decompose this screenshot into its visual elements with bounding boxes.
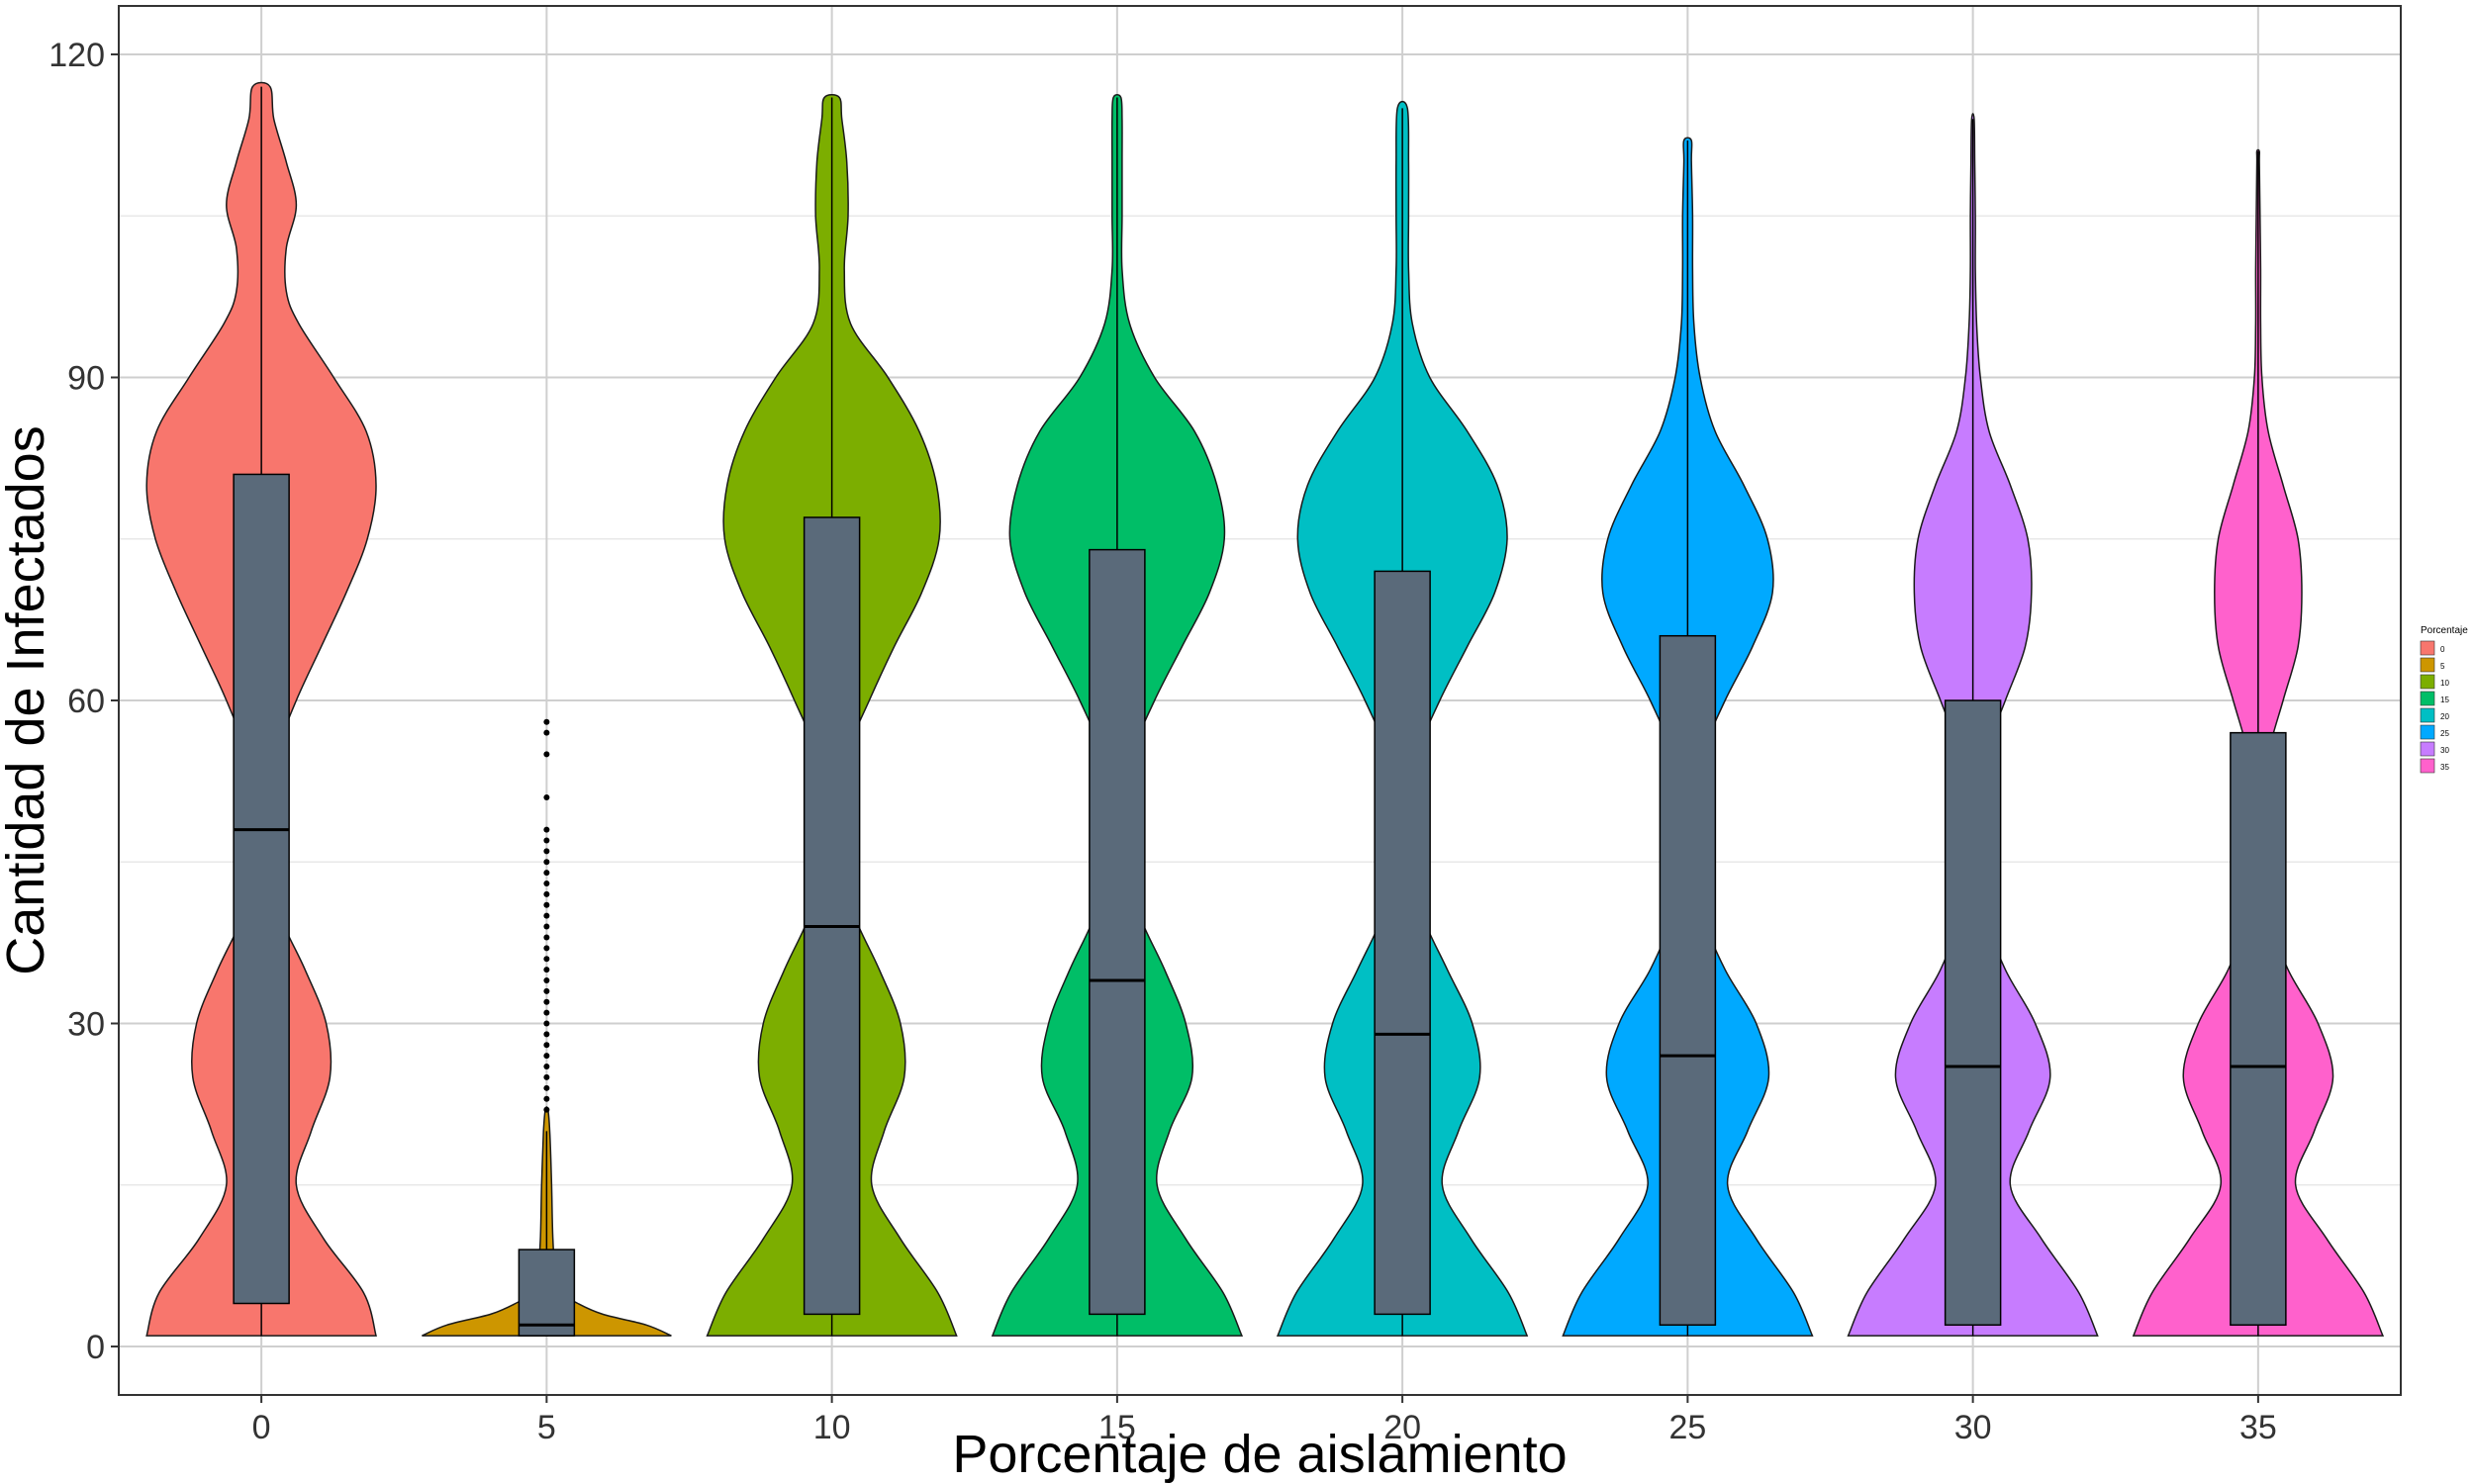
outlier-point: [543, 881, 550, 887]
outlier-point: [543, 1009, 550, 1016]
x-tick-label: 5: [537, 1409, 556, 1446]
outlier-point: [543, 998, 550, 1005]
x-tick-label: 25: [1668, 1409, 1706, 1446]
y-tick-label: 30: [67, 1006, 105, 1044]
box-20: [1374, 570, 1431, 1316]
legend-label: 30: [2440, 746, 2449, 755]
outlier-point: [543, 718, 550, 725]
legend-title: Porcentaje: [2421, 625, 2468, 636]
x-tick-label: 35: [2239, 1409, 2277, 1446]
box-5: [518, 1249, 576, 1337]
y-tick-label: 0: [86, 1329, 105, 1366]
outlier-point: [543, 793, 550, 800]
x-tick-label: 0: [252, 1409, 271, 1446]
box-15: [1089, 548, 1146, 1316]
outlier-point: [543, 859, 550, 866]
outlier-point: [543, 1053, 550, 1060]
outlier-point: [543, 934, 550, 941]
outlier-point: [543, 1084, 550, 1091]
outlier-point: [543, 1031, 550, 1038]
legend-key: [2420, 707, 2435, 723]
outlier-point: [543, 987, 550, 994]
legend-label: 0: [2440, 645, 2445, 654]
legend-key: [2420, 674, 2435, 690]
box-10: [803, 516, 861, 1316]
outlier-point: [543, 1095, 550, 1102]
legend-label: 5: [2440, 662, 2445, 671]
x-tick-label: 10: [813, 1409, 851, 1446]
legend-label: 10: [2440, 679, 2449, 688]
outlier-point: [543, 870, 550, 877]
outlier-point: [543, 976, 550, 983]
legend-key: [2420, 657, 2435, 673]
legend-key: [2420, 724, 2435, 740]
outlier-point: [543, 967, 550, 974]
y-tick-label: 60: [67, 683, 105, 720]
outlier-point: [543, 826, 550, 833]
outlier-point: [543, 912, 550, 919]
legend-key: [2420, 640, 2435, 656]
legend-label: 25: [2440, 729, 2449, 738]
outlier-point: [543, 729, 550, 736]
legend-label: 35: [2440, 763, 2449, 772]
x-tick-label: 30: [1954, 1409, 1992, 1446]
outlier-point: [543, 1042, 550, 1049]
legend-key: [2420, 741, 2435, 757]
x-tick-label: 20: [1383, 1409, 1421, 1446]
legend-label: 20: [2440, 712, 2449, 721]
box-0: [233, 473, 290, 1305]
y-tick-label: 120: [48, 37, 105, 74]
outlier-point: [543, 1106, 550, 1113]
legend-label: 15: [2440, 696, 2449, 704]
legend-key: [2420, 691, 2435, 706]
box-30: [1944, 699, 2002, 1327]
x-axis-ticks: 0 5 10 15 20 25 30 35: [252, 1395, 2277, 1446]
y-axis-title: Cantidad de Infectados: [0, 425, 55, 974]
y-axis-ticks: 0 30 60 90 120: [48, 37, 119, 1366]
outlier-point: [543, 1020, 550, 1027]
x-tick-label: 15: [1098, 1409, 1136, 1446]
outlier-point: [543, 945, 550, 952]
x-axis-title: Porcentaje de aislamiento: [952, 1425, 1567, 1484]
legend: Porcentaje 0 5 10 15 20 25 30 35: [2420, 625, 2468, 774]
outlier-point: [543, 1073, 550, 1080]
outlier-point: [543, 751, 550, 758]
outlier-point: [543, 890, 550, 897]
outlier-point: [543, 848, 550, 855]
boxplots: [233, 86, 2287, 1337]
outlier-point: [543, 901, 550, 908]
y-tick-label: 90: [67, 359, 105, 397]
box-35: [2230, 731, 2287, 1327]
legend-key: [2420, 758, 2435, 774]
outlier-point: [543, 1064, 550, 1070]
outlier-point: [543, 923, 550, 930]
outlier-point: [543, 837, 550, 844]
outlier-point: [543, 956, 550, 963]
box-25: [1659, 634, 1717, 1327]
